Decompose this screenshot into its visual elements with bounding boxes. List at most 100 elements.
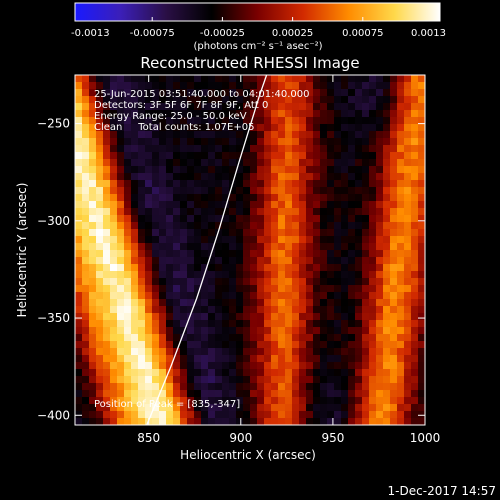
heatmap-cell (250, 285, 258, 293)
heatmap-cell (362, 82, 370, 90)
heatmap-cell (243, 138, 251, 146)
heatmap-cell (201, 397, 209, 405)
heatmap-cell (75, 166, 83, 174)
heatmap-cell (194, 180, 202, 188)
heatmap-cell (208, 292, 216, 300)
heatmap-cell (264, 355, 272, 363)
heatmap-cell (418, 145, 425, 153)
heatmap-cell (292, 131, 300, 139)
heatmap-cell (145, 82, 153, 90)
heatmap-cell (264, 75, 272, 83)
heatmap-cell (376, 229, 384, 237)
heatmap-cell (131, 320, 139, 328)
heatmap-cell (243, 82, 251, 90)
heatmap-cell (313, 152, 321, 160)
heatmap-cell (117, 159, 125, 167)
heatmap-cell (243, 187, 251, 195)
heatmap-cell (110, 334, 118, 342)
heatmap-cell (159, 82, 167, 90)
heatmap-cell (187, 89, 195, 97)
heatmap-cell (355, 369, 363, 377)
heatmap-cell (264, 341, 272, 349)
heatmap-cell (194, 362, 202, 370)
heatmap-cell (110, 348, 118, 356)
heatmap-cell (96, 362, 104, 370)
heatmap-cell (257, 250, 265, 258)
heatmap-cell (110, 166, 118, 174)
heatmap-cell (152, 348, 160, 356)
heatmap-cell (313, 271, 321, 279)
heatmap-cell (103, 299, 111, 307)
heatmap-cell (138, 96, 146, 104)
heatmap-cell (96, 138, 104, 146)
heatmap-cell (355, 166, 363, 174)
heatmap-cell (173, 229, 181, 237)
heatmap-cell (103, 89, 111, 97)
heatmap-cell (236, 166, 244, 174)
heatmap-cell (264, 418, 272, 425)
heatmap-cell (271, 299, 279, 307)
heatmap-cell (215, 376, 223, 384)
heatmap-cell (257, 313, 265, 321)
heatmap-cell (320, 131, 328, 139)
heatmap-cell (138, 404, 146, 412)
heatmap-cell (110, 159, 118, 167)
heatmap-cell (194, 243, 202, 251)
heatmap-cell (236, 306, 244, 314)
heatmap-cell (152, 341, 160, 349)
heatmap-cell (180, 306, 188, 314)
heatmap-cell (320, 320, 328, 328)
heatmap-cell (376, 292, 384, 300)
heatmap-cell (348, 96, 356, 104)
heatmap-cell (397, 257, 405, 265)
heatmap-cell (131, 250, 139, 258)
heatmap-cell (110, 110, 118, 118)
heatmap-cell (376, 194, 384, 202)
heatmap-cell (103, 264, 111, 272)
heatmap-cell (411, 334, 419, 342)
heatmap-cell (320, 173, 328, 181)
heatmap-cell (201, 355, 209, 363)
heatmap-cell (145, 180, 153, 188)
heatmap-cell (110, 145, 118, 153)
heatmap-cell (264, 201, 272, 209)
heatmap-cell (75, 285, 83, 293)
heatmap-cell (334, 362, 342, 370)
heatmap-cell (320, 250, 328, 258)
heatmap-cell (362, 243, 370, 251)
heatmap-cell (145, 299, 153, 307)
heatmap-cell (131, 404, 139, 412)
heatmap-cell (306, 117, 314, 125)
heatmap-cell (292, 327, 300, 335)
heatmap-cell (138, 411, 146, 419)
heatmap-cell (89, 341, 97, 349)
heatmap-cell (222, 292, 230, 300)
heatmap-cell (362, 264, 370, 272)
heatmap-cell (383, 82, 391, 90)
heatmap-cell (215, 82, 223, 90)
heatmap-cell (103, 278, 111, 286)
heatmap-cell (418, 257, 425, 265)
heatmap-cell (243, 320, 251, 328)
heatmap-cell (327, 306, 335, 314)
heatmap-cell (404, 159, 412, 167)
heatmap-cell (327, 404, 335, 412)
heatmap-cell (117, 264, 125, 272)
heatmap-cell (110, 243, 118, 251)
heatmap-cell (320, 299, 328, 307)
heatmap-cell (236, 348, 244, 356)
heatmap-cell (355, 257, 363, 265)
heatmap-cell (383, 313, 391, 321)
heatmap-cell (201, 236, 209, 244)
heatmap-cell (159, 138, 167, 146)
heatmap-cell (390, 327, 398, 335)
heatmap-cell (96, 201, 104, 209)
heatmap-cell (145, 208, 153, 216)
heatmap-cell (159, 187, 167, 195)
heatmap-cell (124, 313, 132, 321)
heatmap-cell (397, 355, 405, 363)
heatmap-cell (145, 222, 153, 230)
heatmap-cell (110, 201, 118, 209)
heatmap-cell (82, 411, 90, 419)
heatmap-cell (418, 215, 425, 223)
